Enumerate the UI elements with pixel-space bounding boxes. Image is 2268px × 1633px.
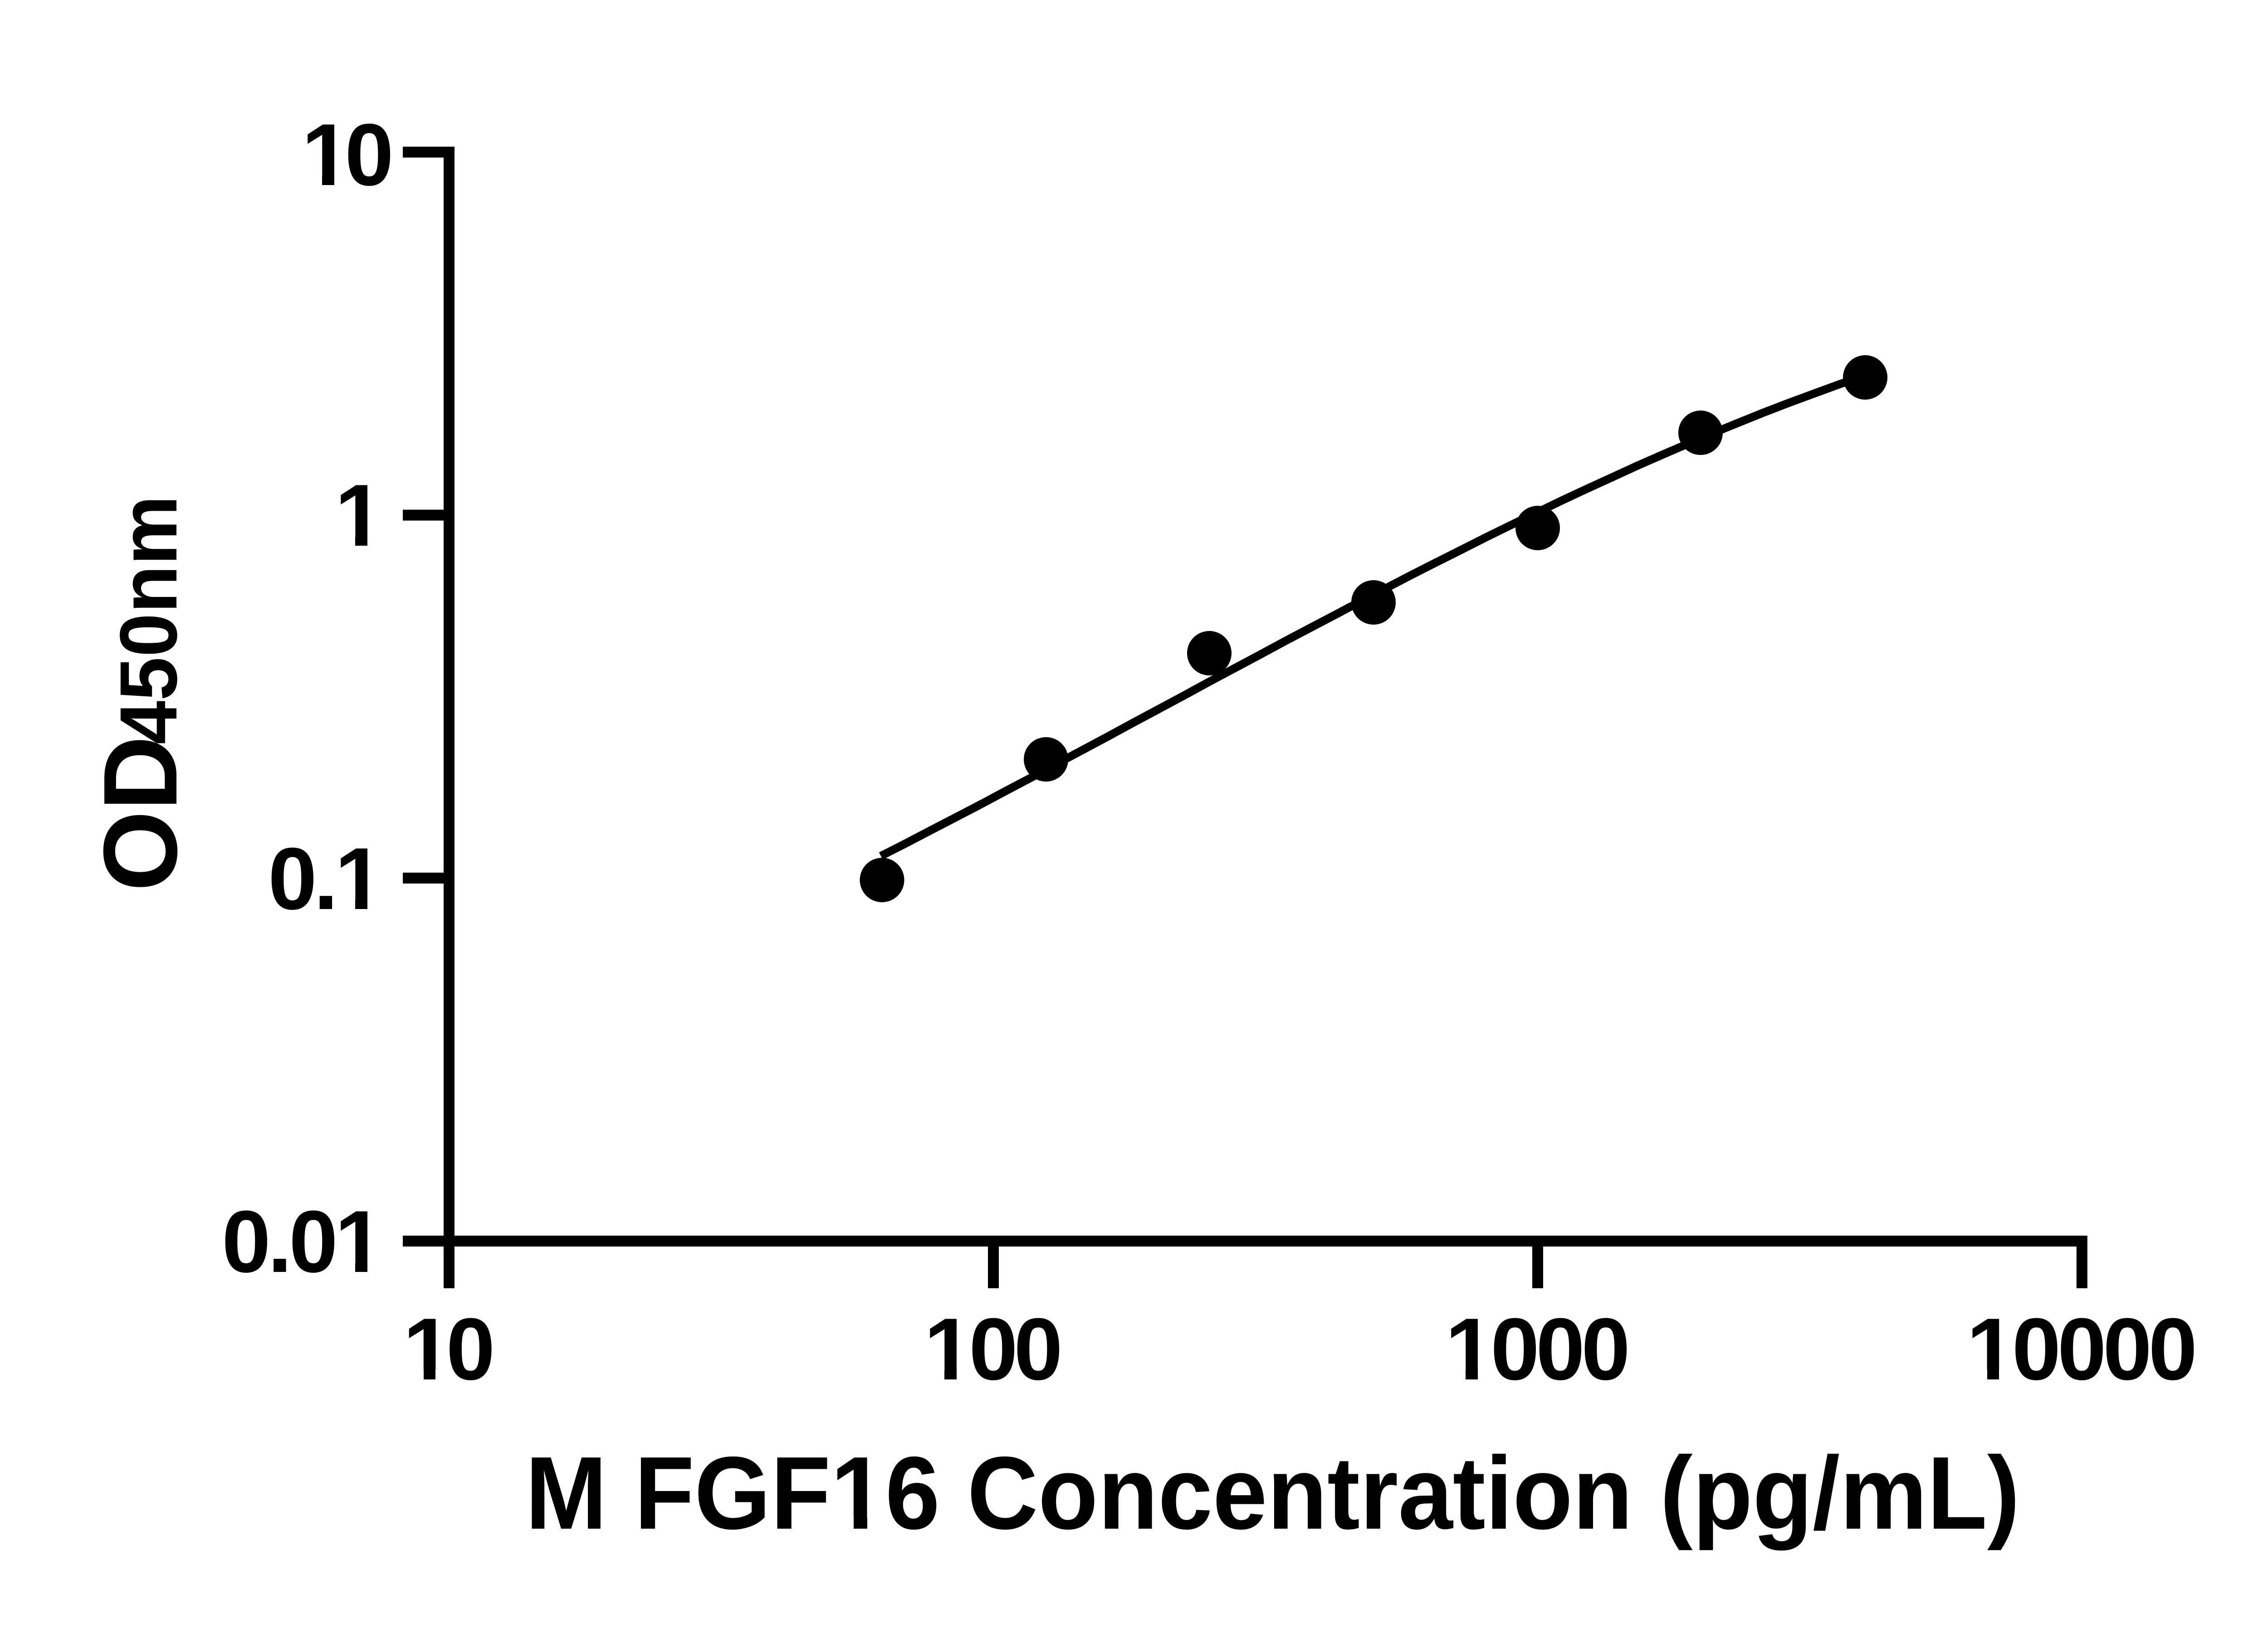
svg-text:10: 10 (302, 106, 394, 204)
svg-text:100: 100 (924, 1300, 1063, 1398)
svg-text:450nm: 450nm (103, 495, 194, 744)
svg-text:1000: 1000 (1445, 1300, 1630, 1398)
svg-text:10000: 10000 (1966, 1300, 2197, 1398)
svg-text:10: 10 (403, 1300, 495, 1398)
svg-text:M FGF16 Concentration (pg/mL): M FGF16 Concentration (pg/mL) (525, 1436, 2020, 1551)
svg-text:0.1: 0.1 (268, 830, 384, 928)
svg-text:1: 1 (335, 466, 384, 565)
svg-text:OD: OD (82, 736, 199, 891)
svg-text:0.01: 0.01 (222, 1193, 384, 1291)
